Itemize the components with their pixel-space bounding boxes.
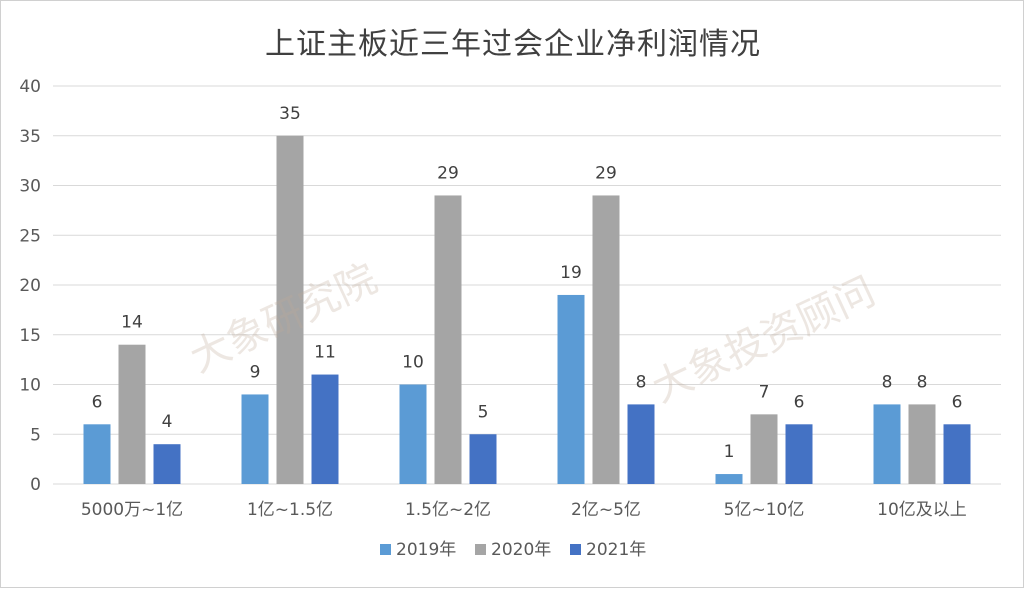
y-tick-label: 10 (19, 376, 41, 396)
y-axis-tick-labels: 0 5 10 15 20 25 30 35 40 (19, 77, 41, 495)
bar (83, 424, 111, 484)
bar (434, 195, 462, 484)
y-tick-label: 20 (19, 276, 41, 296)
bar (627, 404, 655, 484)
data-label: 10 (402, 353, 424, 373)
bar (943, 424, 971, 484)
x-tick-label: 1.5亿~2亿 (405, 500, 491, 520)
legend-label: 2020年 (491, 540, 551, 560)
legend: 2019年 2020年 2021年 (380, 540, 646, 560)
bar (715, 474, 743, 484)
x-axis-tick-labels: 5000万~1亿 1亿~1.5亿 1.5亿~2亿 2亿~5亿 5亿~10亿 10亿及以上 (81, 500, 967, 520)
bar (785, 424, 813, 484)
y-tick-label: 25 (19, 226, 41, 246)
legend-label: 2021年 (586, 540, 646, 560)
data-label: 14 (121, 313, 143, 333)
y-tick-label: 5 (30, 425, 41, 445)
legend-swatch (570, 544, 581, 555)
x-tick-label: 2亿~5亿 (571, 500, 641, 520)
bar (118, 344, 146, 484)
data-label: 29 (595, 163, 617, 183)
grid-lines (53, 85, 1001, 485)
data-label: 19 (560, 263, 582, 283)
bar (908, 404, 936, 484)
data-label: 4 (162, 412, 173, 432)
data-label: 8 (882, 372, 893, 392)
legend-swatch (475, 544, 486, 555)
legend-label: 2019年 (396, 540, 456, 560)
data-label: 35 (279, 104, 301, 124)
y-tick-label: 30 (19, 177, 41, 197)
bar (276, 135, 304, 484)
data-label: 29 (437, 163, 459, 183)
x-tick-label: 5亿~10亿 (724, 500, 805, 520)
chart-title: 上证主板近三年过会企业净利润情况 (265, 27, 761, 62)
data-label: 8 (917, 372, 928, 392)
bar (873, 404, 901, 484)
data-label: 8 (636, 372, 647, 392)
data-label: 11 (314, 343, 336, 363)
bar (592, 195, 620, 484)
bar (750, 414, 778, 484)
bar (557, 294, 585, 484)
y-tick-label: 35 (19, 127, 41, 147)
bar (399, 384, 427, 484)
data-label: 5 (478, 402, 489, 422)
data-label: 7 (759, 382, 770, 402)
data-label: 6 (92, 392, 103, 412)
data-label: 1 (724, 442, 735, 462)
y-tick-label: 0 (30, 475, 41, 495)
bar (241, 394, 269, 484)
y-tick-label: 40 (19, 77, 41, 97)
legend-swatch (380, 544, 391, 555)
data-label: 9 (250, 362, 261, 382)
data-label: 6 (952, 392, 963, 412)
bar (469, 434, 497, 484)
bar (311, 374, 339, 484)
x-tick-label: 1亿~1.5亿 (247, 500, 333, 520)
bars (83, 135, 971, 484)
data-label: 6 (794, 392, 805, 412)
bar (153, 444, 181, 484)
y-tick-label: 15 (19, 326, 41, 346)
x-tick-label: 5000万~1亿 (81, 500, 183, 520)
x-tick-label: 10亿及以上 (877, 500, 967, 520)
data-labels: 6 14 4 9 35 11 10 29 5 19 29 8 1 7 6 8 8 6 (92, 104, 963, 462)
